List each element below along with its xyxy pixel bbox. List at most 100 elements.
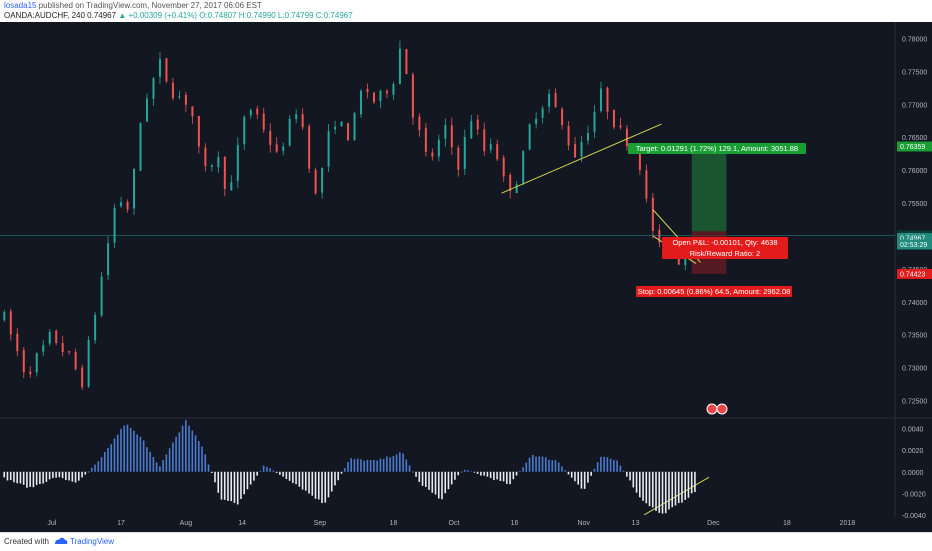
histogram-bar-negative [6, 471, 9, 481]
histogram-bar-negative [227, 471, 229, 501]
candle-up [379, 90, 382, 101]
candle-up [249, 110, 252, 116]
open-pl-label: Open P&L: -0.00101, Qty: 4638 [672, 238, 777, 247]
histogram-bar-positive [136, 434, 138, 472]
histogram-bar-negative [668, 471, 670, 510]
candle-down [22, 349, 25, 373]
histogram-bar-negative [84, 471, 87, 475]
histogram-bar-negative [35, 471, 38, 485]
histogram-bar-positive [90, 467, 93, 472]
histogram-bar-negative [210, 471, 213, 473]
time-tick-label: Nov [577, 520, 590, 527]
last-price: 0.74967 [87, 11, 117, 20]
histogram-bar-negative [340, 471, 343, 474]
histogram-bar-positive [616, 460, 618, 472]
candle-down [457, 147, 460, 170]
price-chart[interactable]: 0.78000 0.77500 0.77000 0.76500 0.76000 0.755… [0, 22, 932, 532]
histogram-bar-negative [658, 471, 661, 513]
histogram-bar-positive [369, 460, 372, 472]
indicator-tick-label: -0.0040 [902, 513, 926, 520]
candle-down [29, 371, 32, 375]
histogram-bar-positive [201, 446, 203, 472]
histogram-bar-negative [71, 471, 74, 482]
histogram-bar-negative [311, 471, 314, 496]
histogram-bar-negative [450, 471, 453, 485]
time-tick-label: 18 [783, 520, 791, 527]
candle-up [528, 124, 531, 150]
author-link[interactable]: losada15 [4, 1, 37, 10]
histogram-bar-positive [389, 457, 391, 472]
histogram-bar-negative [447, 471, 450, 490]
stop-price-marker: 0.74423 [900, 271, 925, 278]
histogram-bar-negative [648, 471, 651, 507]
candle-up [340, 121, 343, 126]
candle-down [574, 144, 577, 158]
stop-label: Stop: 0.00645 (0.86%) 64.5, Amount: 2962… [638, 287, 791, 296]
histogram-bar-positive [146, 447, 148, 472]
candle-up [288, 118, 291, 146]
histogram-bar-negative [694, 471, 696, 493]
tradingview-logo-icon [55, 537, 68, 544]
publish-text: published on TradingView.com, November 2… [38, 1, 262, 10]
histogram-bar-negative [233, 471, 236, 503]
candle-down [554, 92, 557, 108]
histogram-bar-negative [587, 471, 589, 483]
histogram-bar-positive [519, 470, 521, 472]
candle-down [366, 88, 369, 93]
candle-up [599, 88, 602, 112]
candle-up [100, 276, 103, 316]
histogram-bar-positive [116, 434, 119, 472]
histogram-bar-positive [269, 468, 271, 472]
target-zone [691, 146, 727, 232]
histogram-bar-negative [78, 471, 80, 481]
tradingview-brand[interactable]: TradingView [70, 537, 115, 546]
histogram-bar-negative [308, 471, 310, 494]
histogram-bar-negative [671, 471, 674, 508]
candle-down [171, 82, 174, 99]
histogram-bar-positive [168, 448, 171, 472]
candle-up [535, 118, 538, 124]
candle-down [638, 153, 641, 171]
event-flag-icon [706, 403, 718, 415]
histogram-bar-positive [353, 459, 356, 472]
candle-up [463, 137, 466, 169]
histogram-bar-positive [172, 442, 174, 472]
histogram-bar-negative [421, 471, 424, 486]
candle-down [496, 144, 499, 160]
candle-up [580, 141, 583, 157]
indicator-tick-label: -0.0020 [902, 491, 926, 498]
candle-down [165, 58, 168, 82]
histogram-bar-negative [240, 471, 242, 500]
histogram-bar-positive [149, 451, 151, 472]
histogram-bar-positive [470, 471, 472, 472]
histogram-bar-negative [428, 471, 430, 490]
histogram-bar-negative [45, 471, 48, 482]
histogram-bar-positive [207, 464, 210, 472]
candle-up [146, 98, 149, 122]
histogram-bar-positive [181, 425, 184, 472]
candle-down [197, 115, 200, 147]
histogram-bar-positive [609, 458, 612, 472]
chart-area[interactable]: 0.78000 0.77500 0.77000 0.76500 0.76000 0.755… [0, 22, 932, 532]
histogram-bar-negative [684, 471, 687, 500]
histogram-bar-negative [473, 471, 476, 473]
stop-price-marker-bg [897, 268, 932, 279]
histogram-bar-positive [564, 470, 567, 472]
close-price-marker-2: 0.74967 [900, 236, 925, 243]
histogram-bar-negative [512, 471, 515, 480]
indicator-tick-label: 0.0040 [902, 427, 924, 434]
candle-up [522, 151, 525, 184]
candle-up [360, 90, 363, 115]
candle-up [152, 78, 155, 99]
candle-down [651, 197, 654, 231]
candle-down [9, 311, 12, 335]
histogram-bar-negative [690, 471, 693, 494]
histogram-bar-negative [81, 471, 83, 478]
histogram-bar-negative [434, 471, 437, 495]
price-tick-label: 0.77500 [902, 69, 927, 76]
histogram-bar-negative [496, 471, 498, 480]
candle-down [385, 90, 388, 94]
histogram-bar-negative [483, 471, 485, 476]
histogram-bar-positive [541, 456, 544, 472]
time-tick-label: Jul [47, 520, 56, 527]
